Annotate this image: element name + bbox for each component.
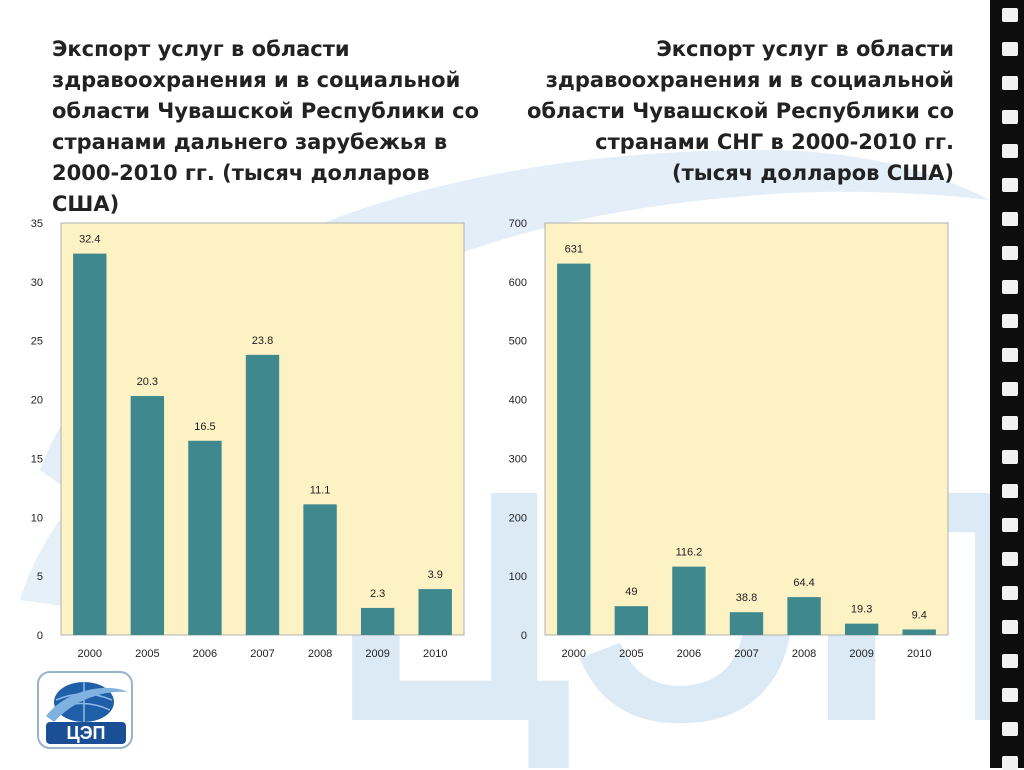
bar — [245, 354, 280, 635]
y-tick-label: 15 — [31, 453, 43, 465]
x-tick-label: 2009 — [365, 648, 389, 660]
data-label: 9.4 — [912, 609, 927, 621]
data-label: 2.3 — [370, 588, 385, 600]
film-hole — [1002, 144, 1018, 158]
bar — [614, 606, 649, 635]
y-tick-label: 400 — [509, 395, 527, 407]
film-hole — [1002, 654, 1018, 668]
film-hole — [1002, 620, 1018, 634]
x-tick-label: 2007 — [250, 648, 274, 660]
data-label: 631 — [565, 244, 583, 256]
data-label: 3.9 — [428, 569, 443, 581]
y-tick-label: 600 — [509, 277, 527, 289]
tsep-logo: ЦЭП — [37, 671, 133, 749]
x-tick-label: 2000 — [78, 648, 102, 660]
bar — [188, 440, 222, 635]
film-hole — [1002, 416, 1018, 430]
bar — [729, 612, 764, 635]
x-tick-label: 2010 — [423, 648, 447, 660]
film-strip-decoration — [990, 0, 1024, 770]
left-bar-chart: 0 5 10 15 20 25 30 35 32.4 2000 20.3 2005 16.5 2006 23… — [31, 218, 465, 660]
bar — [360, 607, 395, 635]
logo-text: ЦЭП — [67, 723, 106, 743]
film-hole — [1002, 76, 1018, 90]
data-label: 16.5 — [194, 421, 215, 433]
y-tick-label: 5 — [37, 571, 43, 583]
y-tick-label: 25 — [31, 336, 43, 348]
data-label: 19.3 — [851, 604, 872, 616]
data-label: 11.1 — [310, 484, 331, 496]
film-hole — [1002, 756, 1018, 770]
data-label: 64.4 — [793, 577, 814, 589]
x-tick-label: 2010 — [907, 648, 931, 660]
film-hole — [1002, 688, 1018, 702]
data-label: 38.8 — [736, 592, 757, 604]
x-tick-label: 2006 — [677, 648, 701, 660]
logo-text-band — [46, 722, 126, 744]
x-tick-label: 2005 — [619, 648, 643, 660]
data-label: 20.3 — [137, 376, 158, 388]
data-label: 32.4 — [79, 234, 100, 246]
right-bar-chart: 0 100 200 300 400 500 600 700 631 2000 49 2005 116.2… — [509, 218, 949, 660]
film-hole — [1002, 212, 1018, 226]
x-tick-label: 2009 — [849, 648, 873, 660]
data-label: 23.8 — [252, 335, 273, 347]
plot-area — [544, 222, 949, 636]
film-hole — [1002, 280, 1018, 294]
x-tick-label: 2008 — [792, 648, 816, 660]
film-hole — [1002, 246, 1018, 260]
film-hole — [1002, 110, 1018, 124]
film-hole — [1002, 552, 1018, 566]
film-hole — [1002, 348, 1018, 362]
bar — [902, 629, 936, 635]
data-label: 49 — [625, 586, 637, 598]
logo-swoosh — [46, 687, 128, 722]
y-tick-label: 10 — [31, 512, 43, 524]
bar — [557, 263, 591, 635]
left-chart-title: Экспорт услуг в области здравоохранения … — [52, 37, 480, 216]
film-hole — [1002, 8, 1018, 22]
y-tick-label: 20 — [31, 395, 43, 407]
film-hole — [1002, 484, 1018, 498]
y-tick-label: 700 — [509, 218, 527, 230]
film-hole — [1002, 450, 1018, 464]
film-hole — [1002, 518, 1018, 532]
right-chart-title: Экспорт услуг в области здравоохранения … — [526, 37, 954, 185]
x-tick-label: 2005 — [135, 648, 159, 660]
y-tick-label: 500 — [509, 336, 527, 348]
bar — [418, 589, 452, 635]
x-tick-label: 2000 — [562, 648, 586, 660]
bar — [672, 566, 706, 635]
film-hole — [1002, 178, 1018, 192]
film-hole — [1002, 722, 1018, 736]
bar — [787, 597, 821, 635]
bar — [303, 504, 337, 635]
data-label: 116.2 — [676, 547, 703, 559]
y-tick-label: 200 — [509, 512, 527, 524]
x-tick-label: 2006 — [193, 648, 217, 660]
film-hole — [1002, 42, 1018, 56]
film-hole — [1002, 586, 1018, 600]
y-tick-label: 35 — [31, 218, 43, 230]
bar — [844, 623, 879, 635]
y-tick-label: 100 — [509, 571, 527, 583]
bar — [130, 396, 165, 635]
x-tick-label: 2007 — [734, 648, 758, 660]
bar — [73, 253, 107, 635]
y-tick-label: 30 — [31, 277, 43, 289]
y-tick-label: 0 — [521, 630, 527, 642]
film-hole — [1002, 314, 1018, 328]
x-tick-label: 2008 — [308, 648, 332, 660]
film-hole — [1002, 382, 1018, 396]
y-tick-label: 300 — [509, 453, 527, 465]
y-tick-label: 0 — [37, 630, 43, 642]
